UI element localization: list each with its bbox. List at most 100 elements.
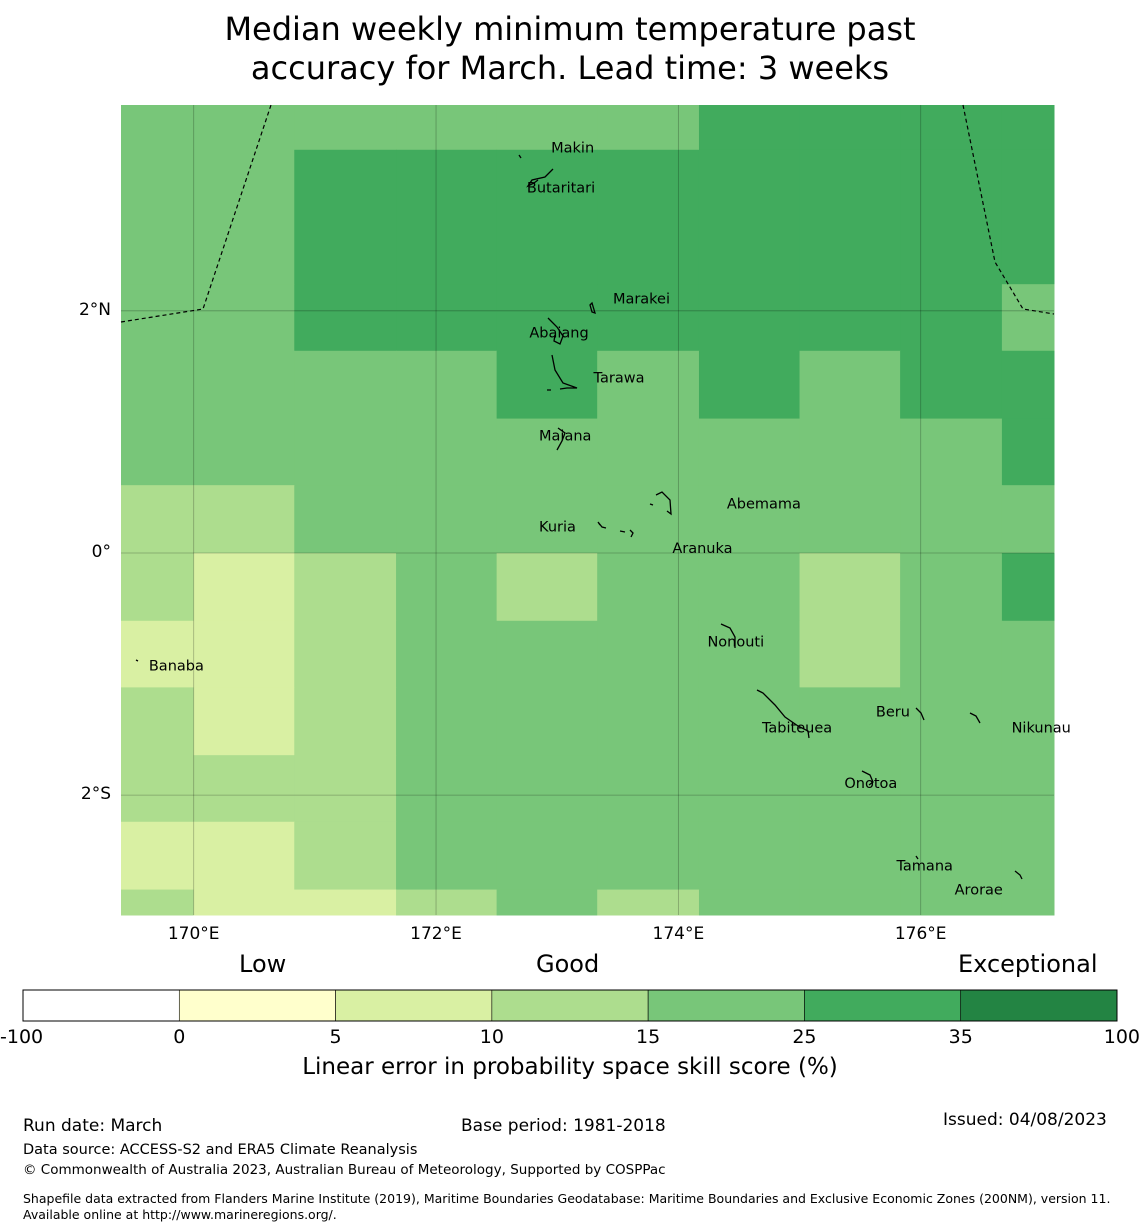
skill-cell xyxy=(698,889,801,916)
island-makin xyxy=(518,154,522,159)
skill-cell xyxy=(396,687,498,756)
skill-cell xyxy=(799,620,901,688)
skill-cell xyxy=(597,620,700,688)
skill-cell xyxy=(900,149,1003,285)
skill-cell xyxy=(1001,284,1055,352)
map-title: Median weekly minimum temperature past a… xyxy=(0,10,1140,88)
skill-cell xyxy=(799,350,901,420)
island-nikunau xyxy=(969,712,981,724)
skill-cell xyxy=(396,821,498,891)
skill-cell xyxy=(597,284,700,352)
skill-cell xyxy=(193,485,295,554)
skill-cell xyxy=(396,889,498,916)
skill-cell xyxy=(597,350,700,420)
skill-cell xyxy=(294,284,397,352)
skill-cell xyxy=(121,552,195,622)
place-label: Marakei xyxy=(613,292,670,308)
colorbar-tick-label: 10 xyxy=(479,1026,504,1048)
skill-cell xyxy=(698,821,801,891)
skill-cell xyxy=(900,620,1003,688)
skill-cell xyxy=(193,350,295,420)
skill-cell xyxy=(799,284,901,352)
skill-cell xyxy=(1001,552,1055,622)
colorbar-tick-label: 5 xyxy=(329,1026,342,1048)
copyright: © Commonwealth of Australia 2023, Austra… xyxy=(23,1162,666,1178)
place-label: Abemama xyxy=(727,496,801,512)
skill-cell xyxy=(1001,418,1055,486)
island-kuria xyxy=(597,521,607,529)
place-labels: Makin Butaritari Marakei Abaiang Tarawa Maian… xyxy=(149,140,1071,898)
place-label: Tabiteuea xyxy=(761,720,832,736)
place-label: Butaritari xyxy=(527,180,595,196)
skill-cell xyxy=(496,485,598,554)
skill-cell xyxy=(1001,485,1055,554)
longitude-label: 170°E xyxy=(167,924,220,944)
skill-cell xyxy=(121,755,195,823)
island-butaritari xyxy=(526,168,554,188)
skill-cell xyxy=(396,284,498,352)
skill-cell xyxy=(294,620,397,688)
skill-cell xyxy=(1001,149,1055,285)
skill-cell xyxy=(496,889,598,916)
skill-cell xyxy=(496,284,598,352)
title-line-1: Median weekly minimum temperature past xyxy=(224,10,916,48)
base-period: Base period: 1981-2018 xyxy=(461,1116,666,1136)
skill-cell xyxy=(597,755,700,823)
place-label: Tarawa xyxy=(593,370,645,386)
skill-cell xyxy=(496,149,598,285)
skill-cell xyxy=(900,755,1003,823)
skill-cell xyxy=(396,149,498,285)
island-arorae xyxy=(1014,870,1023,880)
island-abemama xyxy=(649,491,672,516)
skill-cell xyxy=(193,149,295,285)
latitude-label: 2°N xyxy=(78,299,111,320)
skill-cell xyxy=(396,350,498,420)
category-low: Low xyxy=(239,950,287,978)
skill-cell xyxy=(496,620,598,688)
longitude-label: 176°E xyxy=(894,924,947,944)
skill-cell xyxy=(496,687,598,756)
skill-cell xyxy=(698,149,801,285)
skill-cell xyxy=(294,889,397,916)
skill-cell xyxy=(1001,889,1055,916)
place-label: Tamana xyxy=(895,858,952,874)
skill-cell xyxy=(900,687,1003,756)
skill-cell xyxy=(698,485,801,554)
skill-cell xyxy=(698,755,801,823)
island-outlines xyxy=(135,154,1023,880)
latitude-label: 0° xyxy=(91,541,111,562)
skill-cell xyxy=(1001,821,1055,891)
island-beru xyxy=(915,707,925,721)
longitude-label: 172°E xyxy=(410,924,462,944)
skill-cell xyxy=(799,418,901,486)
island-marakei xyxy=(589,301,596,315)
skill-cell xyxy=(799,149,901,285)
skill-cell xyxy=(396,485,498,554)
skill-cell xyxy=(294,821,397,891)
colorbar-tick-label: 25 xyxy=(792,1026,817,1048)
colorbar-tick-label: 15 xyxy=(636,1026,661,1048)
skill-cell xyxy=(597,889,700,916)
skill-cell xyxy=(121,889,195,916)
island-banaba xyxy=(135,659,139,662)
place-label: Arorae xyxy=(955,883,1003,899)
category-exceptional: Exceptional xyxy=(958,950,1098,978)
graticule xyxy=(121,105,1054,915)
island-nonouti xyxy=(720,623,736,648)
skill-cell xyxy=(597,418,700,486)
skill-cell xyxy=(193,284,295,352)
island-tabiteuea xyxy=(756,689,810,739)
category-good: Good xyxy=(536,950,600,978)
skill-cell xyxy=(799,821,901,891)
skill-cell xyxy=(900,350,1003,420)
skill-cell xyxy=(597,687,700,756)
skill-cell xyxy=(1001,350,1055,420)
skill-cell xyxy=(900,821,1003,891)
latitude-label: 2°S xyxy=(80,784,111,805)
skill-cell xyxy=(597,552,700,622)
skill-cell xyxy=(1001,105,1055,151)
skill-cell xyxy=(193,755,295,823)
skill-cell xyxy=(799,755,901,823)
place-label: Abaiang xyxy=(529,326,588,342)
colorbar-tick-label: 35 xyxy=(948,1026,973,1048)
